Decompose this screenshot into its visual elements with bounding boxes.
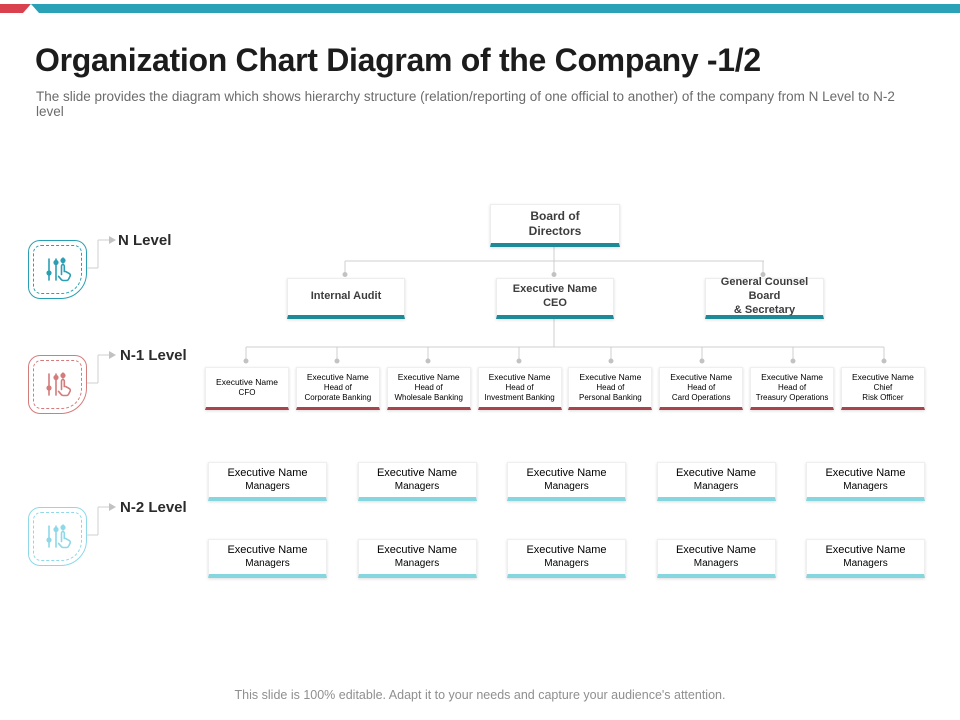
node-name: Executive Name [675,543,757,556]
node-role: Head of [505,382,534,392]
node-role: Managers [394,480,440,492]
node-title: CEO [543,297,567,309]
org-node-manager: Executive Name Managers [357,539,477,578]
node-name: Executive Name [670,371,733,382]
node-name: Executive Name [306,371,369,382]
node-role: Managers [693,557,739,569]
node-role: Risk Officer [862,393,904,403]
n1-row: Executive Name CFO Executive Name Head o… [205,367,925,410]
node-title: Internal Audit [310,290,382,303]
node-role: CFO [238,387,256,397]
n1-level-label: N-1 Level [120,347,187,364]
n2-managers-row-2: Executive Name Managers Executive Name M… [208,539,925,578]
node-name: Executive Name [579,371,642,382]
node-role: Personal Banking [579,393,642,403]
org-node-manager: Executive Name Managers [806,462,925,501]
org-node-wholesale-banking: Executive Name Head of Wholesale Banking [386,367,471,410]
org-node-treasury-operations: Executive Name Head of Treasury Operatio… [750,367,835,410]
node-name: Executive Name [825,466,906,479]
node-role: Treasury Operations [755,393,829,403]
org-node-cfo: Executive Name CFO [205,367,289,410]
node-title: General Counsel Board [720,276,809,303]
top-accent-bar-notch [23,4,39,13]
node-name: Executive Name [376,543,458,556]
node-role: Managers [544,480,589,492]
org-node-board-of-directors: Board of Directors [490,204,620,247]
node-title: Board of [530,209,580,223]
sliders-hand-icon [33,512,82,561]
org-node-ceo: Executive Name CEO [496,278,614,319]
node-name: Executive Name [397,371,460,382]
node-name: Executive Name [216,376,278,387]
page-title: Organization Chart Diagram of the Compan… [35,42,761,78]
org-node-manager: Executive Name Managers [357,462,477,501]
org-node-manager: Executive Name Managers [656,462,776,501]
org-node-manager: Executive Name Managers [656,539,776,578]
node-role: Managers [843,557,888,569]
org-node-general-counsel: General Counsel Board & Secretary [705,276,824,319]
node-name: Executive Name [526,543,607,556]
org-node-manager: Executive Name Managers [507,462,626,501]
node-role: Wholesale Banking [394,393,463,403]
org-node-manager: Executive Name Managers [806,539,925,578]
org-node-manager: Executive Name Managers [208,539,327,578]
n2-level-label: N-2 Level [120,499,187,516]
n-level-label: N Level [118,232,172,249]
n2-managers-row-1: Executive Name Managers Executive Name M… [208,462,925,501]
editable-note: This slide is 100% editable. Adapt it to… [234,688,726,702]
org-node-manager: Executive Name Managers [507,539,626,578]
node-name: Executive Name [851,371,914,382]
page-subtitle: The slide provides the diagram which sho… [36,89,895,119]
node-role: Managers [394,557,440,569]
top-accent-bar-red [0,4,30,13]
node-role: Head of [323,382,352,392]
node-role: Card Operations [671,393,731,403]
node-role: Managers [544,557,589,569]
node-title: Directors [528,224,582,238]
sliders-hand-icon [33,245,82,294]
node-name: Executive Name [675,466,757,479]
node-role: Managers [693,480,739,492]
node-name: Executive Name [227,543,308,556]
node-role: Head of [596,382,625,392]
node-role: Head of [687,382,716,392]
org-node-investment-banking: Executive Name Head of Investment Bankin… [477,367,562,410]
org-node-corporate-banking: Executive Name Head of Corporate Banking [295,367,380,410]
node-title: & Secretary [733,303,796,316]
node-role: Managers [245,557,290,569]
node-role: Investment Banking [484,393,555,403]
top-accent-bar [0,4,960,13]
n2-level-icon-frame [28,507,87,566]
node-name: Executive Name [761,371,823,382]
node-title: Executive Name [512,283,598,296]
node-role: Head of [414,382,443,392]
node-name: Executive Name [526,466,607,479]
node-name: Executive Name [227,466,308,479]
node-name: Executive Name [825,543,906,556]
org-node-internal-audit: Internal Audit [287,278,405,319]
n-level-icon-frame [28,240,87,299]
org-node-personal-banking: Executive Name Head of Personal Banking [568,367,653,410]
node-role: Managers [245,480,290,492]
org-node-chief-risk-officer: Executive Name Chief Risk Officer [840,367,925,410]
node-role: Head of [778,382,807,392]
node-name: Executive Name [376,466,458,479]
sliders-hand-icon [33,360,82,409]
org-node-card-operations: Executive Name Head of Card Operations [659,367,744,410]
node-role: Corporate Banking [304,393,372,403]
node-role: Managers [843,480,888,492]
n1-level-icon-frame [28,355,87,414]
node-role: Chief [873,382,893,392]
org-node-manager: Executive Name Managers [208,462,327,501]
node-name: Executive Name [488,371,551,382]
